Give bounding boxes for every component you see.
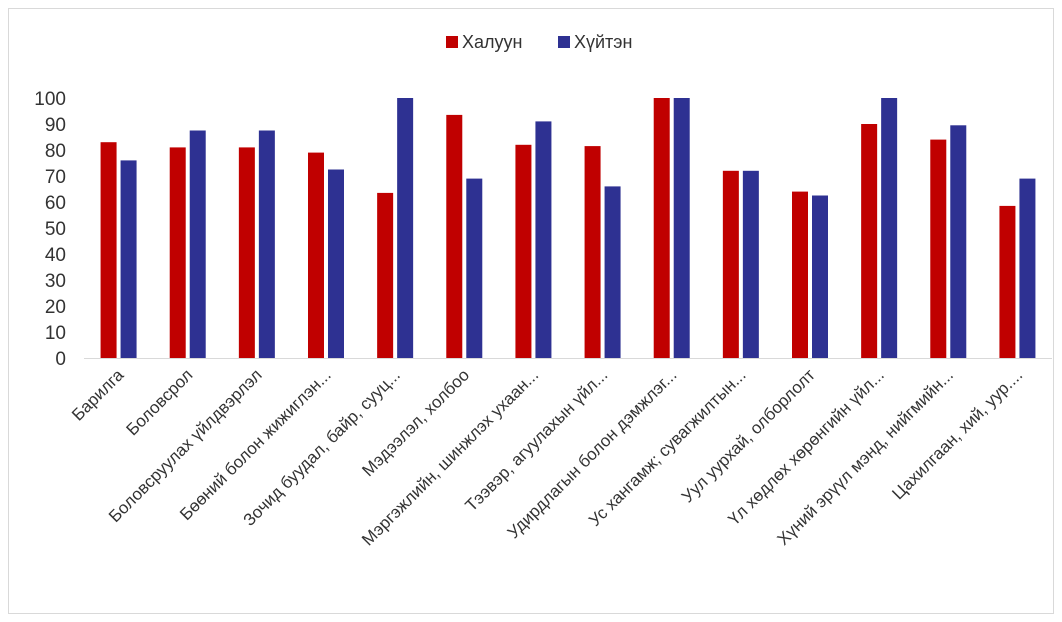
bar-halluun <box>169 147 186 358</box>
y-tick-label: 10 <box>45 323 66 344</box>
bar-khuiten <box>189 130 206 358</box>
bar-halluun <box>238 147 255 358</box>
y-tick-label: 60 <box>45 193 66 214</box>
x-tick-label: Боловсрол <box>123 365 197 439</box>
legend-label: Хүйтэн <box>574 32 632 52</box>
bar-khuiten <box>881 98 898 358</box>
y-tick-label: 50 <box>45 219 66 240</box>
y-tick-label: 0 <box>55 349 66 370</box>
bar-halluun <box>377 192 394 358</box>
bar-khuiten <box>604 186 621 358</box>
y-tick-label: 70 <box>45 167 66 188</box>
y-tick-label: 30 <box>45 271 66 292</box>
bar-halluun <box>930 139 947 358</box>
bar-khuiten <box>397 98 414 358</box>
x-tick-label: Тээвэр, агуулахын үйл... <box>462 365 612 515</box>
bar-halluun <box>584 146 601 358</box>
bar-khuiten <box>812 195 828 358</box>
bar-halluun <box>861 124 878 358</box>
y-tick-label: 20 <box>45 297 66 318</box>
bar-khuiten <box>1019 178 1036 358</box>
bar-halluun <box>999 205 1016 358</box>
legend-swatch <box>558 36 570 48</box>
x-tick-label: Барилга <box>68 365 128 425</box>
bar-khuiten <box>120 160 137 358</box>
bar-khuiten <box>535 121 552 359</box>
bar-halluun <box>653 98 670 358</box>
bar-halluun <box>446 114 463 359</box>
bar-halluun <box>515 144 532 358</box>
legend-swatch <box>446 36 458 48</box>
bar-halluun <box>308 152 324 358</box>
bar-khuiten <box>673 98 690 358</box>
legend-label: Халуун <box>462 32 522 52</box>
bar-khuiten <box>950 125 967 358</box>
y-tick-label: 90 <box>45 115 66 136</box>
bar-khuiten <box>742 170 759 358</box>
bar-khuiten <box>328 169 344 358</box>
bar-halluun <box>792 191 808 358</box>
y-tick-label: 100 <box>34 89 66 110</box>
y-tick-label: 80 <box>45 141 66 162</box>
bar-halluun <box>722 170 739 358</box>
bar-halluun <box>100 142 117 358</box>
x-tick-label: Цахилгаан, хий, уур.... <box>888 365 1026 503</box>
bar-khuiten <box>258 130 275 358</box>
y-tick-label: 40 <box>45 245 66 266</box>
bar-khuiten <box>466 178 483 358</box>
x-tick-label: Уул уурхай, олборлолт <box>678 365 819 506</box>
